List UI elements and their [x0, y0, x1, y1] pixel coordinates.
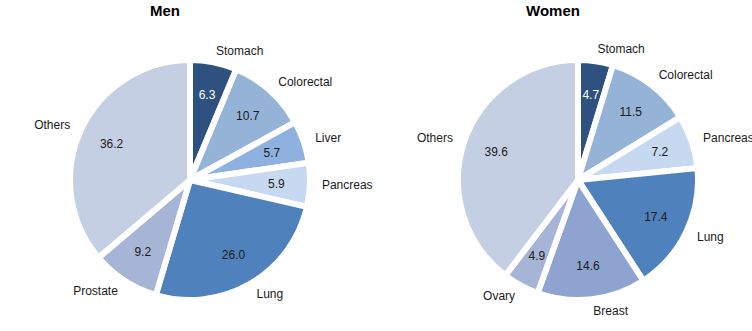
svg-text:Liver: Liver — [315, 131, 341, 145]
svg-text:5.9: 5.9 — [268, 177, 285, 191]
svg-text:Stomach: Stomach — [597, 42, 644, 56]
svg-text:17.4: 17.4 — [644, 210, 668, 224]
html-text:Men: Men — [150, 2, 180, 19]
svg-text:4.7: 4.7 — [582, 88, 599, 102]
svg-text:Prostate: Prostate — [73, 284, 118, 298]
svg-text:36.2: 36.2 — [100, 137, 124, 151]
svg-text:Breast: Breast — [593, 304, 628, 318]
svg-text:9.2: 9.2 — [134, 245, 151, 259]
svg-text:Lung: Lung — [256, 287, 283, 301]
svg-text:14.6: 14.6 — [576, 259, 600, 273]
svg-text:11.5: 11.5 — [620, 105, 643, 119]
svg-text:26.0: 26.0 — [222, 248, 246, 262]
svg-text:Others: Others — [34, 118, 70, 132]
svg-text:Ovary: Ovary — [483, 289, 515, 303]
svg-text:Pancreas: Pancreas — [703, 131, 744, 145]
svg-text:4.9: 4.9 — [528, 249, 545, 263]
svg-text:Colorectal: Colorectal — [659, 68, 713, 82]
svg-text:7.2: 7.2 — [652, 145, 669, 159]
svg-text:6.3: 6.3 — [199, 88, 216, 102]
html-text:Women: Women — [526, 2, 580, 19]
svg-text:Colorectal: Colorectal — [278, 75, 332, 89]
svg-text:39.6: 39.6 — [484, 145, 508, 159]
svg-text:Others: Others — [417, 131, 453, 145]
svg-text:Pancreas: Pancreas — [322, 178, 373, 192]
svg-text:Lung: Lung — [697, 230, 724, 244]
svg-text:5.7: 5.7 — [264, 146, 281, 160]
svg-text:10.7: 10.7 — [236, 109, 260, 123]
svg-text:Stomach: Stomach — [216, 44, 263, 58]
